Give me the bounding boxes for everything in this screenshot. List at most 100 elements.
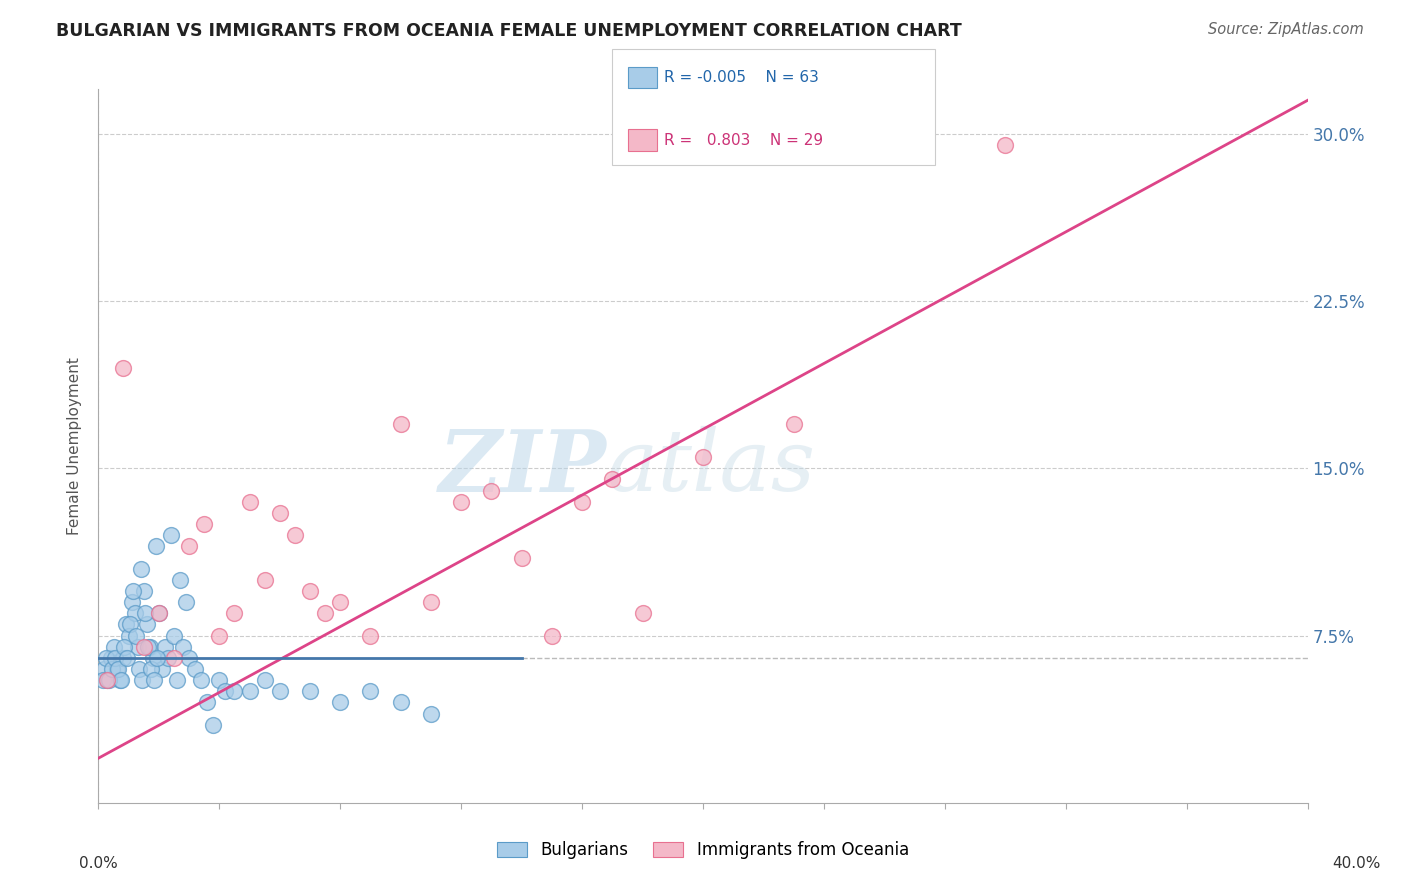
Point [132, 640, 155, 654]
Point [100, 651, 122, 665]
Point [420, 595, 443, 609]
Point [389, 417, 412, 431]
Point [108, 673, 131, 687]
Point [540, 628, 562, 642]
Point [96, 673, 118, 687]
Point [224, 684, 246, 698]
Point [141, 662, 163, 676]
Point [125, 628, 148, 642]
Point [103, 640, 125, 654]
Point [174, 595, 197, 609]
Point [571, 494, 593, 508]
Point [602, 472, 624, 486]
Text: 40.0%: 40.0% [1333, 856, 1381, 871]
Point [179, 651, 201, 665]
Point [93, 662, 115, 676]
Point [153, 640, 176, 654]
Point [127, 640, 149, 654]
Y-axis label: Female Unemployment: Female Unemployment [67, 357, 83, 535]
Point [110, 673, 132, 687]
Point [121, 595, 143, 609]
Point [143, 673, 166, 687]
Point [214, 684, 236, 698]
Point [104, 651, 127, 665]
Point [253, 573, 276, 587]
Text: ZIP: ZIP [439, 425, 606, 509]
Point [631, 607, 654, 621]
Point [269, 684, 291, 698]
Point [299, 583, 322, 598]
Point [150, 662, 173, 676]
Point [360, 684, 382, 698]
Point [510, 550, 533, 565]
Point [179, 539, 201, 553]
Point [360, 628, 382, 642]
Point [96, 673, 118, 687]
Point [239, 684, 262, 698]
Point [160, 528, 183, 542]
Point [193, 516, 215, 531]
Point [122, 583, 145, 598]
Point [91, 673, 114, 687]
Point [208, 628, 231, 642]
Point [190, 673, 212, 687]
Text: BULGARIAN VS IMMIGRANTS FROM OCEANIA FEMALE UNEMPLOYMENT CORRELATION CHART: BULGARIAN VS IMMIGRANTS FROM OCEANIA FEM… [56, 22, 962, 40]
Text: 0.0%: 0.0% [79, 856, 118, 871]
Point [994, 137, 1017, 152]
Point [163, 651, 186, 665]
Text: atlas: atlas [606, 426, 815, 508]
Point [136, 640, 159, 654]
Point [135, 617, 157, 632]
Point [120, 617, 142, 632]
Point [389, 696, 412, 710]
Point [184, 662, 207, 676]
Point [284, 528, 307, 542]
Point [169, 573, 191, 587]
Point [115, 651, 138, 665]
Point [420, 706, 443, 721]
Point [124, 607, 146, 621]
Text: Source: ZipAtlas.com: Source: ZipAtlas.com [1208, 22, 1364, 37]
Point [239, 494, 262, 508]
Point [134, 607, 156, 621]
Point [172, 640, 194, 654]
Point [163, 628, 186, 642]
Point [107, 662, 129, 676]
Point [783, 417, 806, 431]
Point [118, 628, 141, 642]
Point [98, 673, 121, 687]
Point [166, 673, 188, 687]
Point [314, 607, 336, 621]
Point [329, 696, 352, 710]
Point [299, 684, 322, 698]
Point [148, 607, 170, 621]
Point [481, 483, 503, 498]
Point [195, 696, 218, 710]
Point [94, 651, 117, 665]
Point [139, 640, 162, 654]
Point [148, 607, 170, 621]
Point [329, 595, 352, 609]
Point [128, 662, 150, 676]
Point [450, 494, 472, 508]
Point [202, 717, 225, 731]
Legend: Bulgarians, Immigrants from Oceania: Bulgarians, Immigrants from Oceania [491, 835, 915, 866]
Point [224, 607, 246, 621]
Point [131, 673, 153, 687]
Point [129, 562, 152, 576]
Text: R = -0.005    N = 63: R = -0.005 N = 63 [664, 70, 818, 85]
Point [142, 651, 165, 665]
Point [111, 651, 134, 665]
Point [269, 506, 291, 520]
Point [692, 450, 714, 464]
Point [146, 651, 169, 665]
Point [132, 583, 155, 598]
Point [114, 617, 136, 632]
Text: R =   0.803    N = 29: R = 0.803 N = 29 [664, 133, 823, 147]
Point [111, 360, 134, 375]
Point [253, 673, 276, 687]
Point [112, 640, 135, 654]
Point [208, 673, 231, 687]
Point [101, 662, 124, 676]
Point [156, 651, 179, 665]
